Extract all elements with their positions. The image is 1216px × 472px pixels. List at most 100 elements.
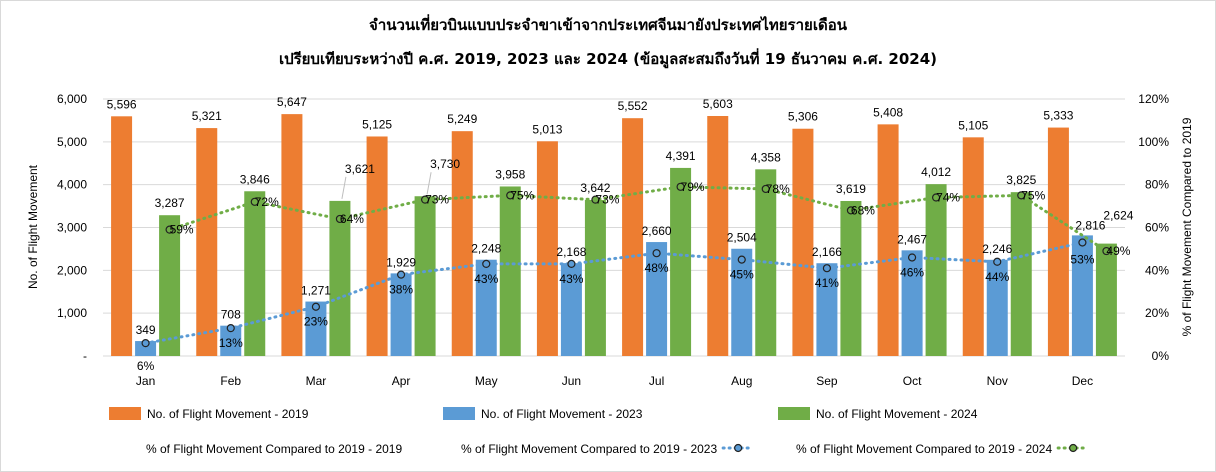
bars (111, 114, 1117, 357)
bar-jan-1 (111, 116, 133, 357)
legend-swatch (778, 407, 810, 420)
y-tick-label: 6,000 (57, 92, 87, 106)
bar-dec-3 (1095, 243, 1117, 356)
x-tick-label: Jun (562, 374, 581, 388)
percent-label: 73% (595, 193, 619, 207)
bar-value-label: 3,619 (836, 182, 866, 196)
percent-point (993, 257, 1002, 266)
y-axis-title: No. of Flight Movement (26, 164, 40, 289)
percent-label: 43% (559, 272, 583, 286)
x-axis-ticks: Jan Feb Mar Apr May Jun Jul Aug Sep Oct Nov Dec (136, 374, 1093, 388)
percent-point (506, 191, 515, 200)
bar-jan-2 (135, 341, 157, 356)
bar-jun-1 (536, 141, 558, 356)
bar-value-label: 2,168 (556, 245, 586, 259)
bar-mar-2 (305, 301, 327, 356)
percent-label: 78% (766, 182, 790, 196)
bar-value-label: 5,125 (362, 117, 392, 131)
bar-jul-3 (670, 167, 692, 356)
x-tick-label: Oct (903, 374, 922, 388)
percent-point (567, 259, 576, 269)
percent-point (482, 259, 491, 269)
percent-label: 75% (1021, 188, 1045, 202)
percent-point (311, 302, 321, 311)
legend-marker (734, 443, 743, 453)
x-tick-label: Jul (649, 374, 664, 388)
bar-sep-3 (840, 200, 862, 356)
leader-line (341, 176, 347, 199)
percent-label: 53% (1070, 252, 1094, 266)
legend-label: % of Flight Movement Compared to 2019 - … (796, 442, 1052, 456)
percent-label: 6% (137, 359, 155, 373)
bar-value-label: 3,825 (1006, 173, 1036, 187)
percent-point (591, 195, 600, 204)
bar-aug-1 (707, 116, 729, 356)
bar-value-label: 5,603 (703, 97, 733, 111)
percent-point (931, 193, 941, 202)
y-tick-label: 2,000 (57, 263, 87, 277)
bar-apr-2 (390, 273, 412, 356)
percent-label: 49% (1106, 244, 1130, 258)
percent-label: 68% (851, 203, 875, 217)
bar-value-label: 3,642 (580, 181, 610, 195)
percent-label: 75% (510, 188, 534, 202)
legend: No. of Flight Movement - 2019 No. of Flig… (109, 407, 1090, 456)
percent-label: 44% (985, 270, 1009, 284)
bar-mar-3 (329, 200, 351, 356)
bar-feb-1 (196, 128, 218, 356)
bar-value-label: 2,246 (982, 242, 1012, 256)
bar-oct-3 (925, 184, 947, 356)
bar-nov-1 (962, 137, 984, 356)
bar-value-label: 5,333 (1043, 109, 1073, 123)
bar-value-label: 708 (221, 308, 241, 322)
data-labels: 5,596 5,321 5,647 5,125 5,249 5,013 5,552 5,603… (107, 95, 1134, 373)
bar-value-label: 1,271 (301, 284, 331, 298)
bar-value-label: 4,391 (666, 149, 696, 163)
y2-tick-label: 0% (1152, 349, 1170, 363)
y-tick-label: 3,000 (57, 221, 87, 235)
percent-line-2024 (168, 185, 1108, 253)
x-tick-label: Feb (220, 374, 241, 388)
percent-point (761, 184, 770, 194)
bar-sep-2 (816, 263, 838, 356)
percent-lines (141, 182, 1111, 348)
percent-point (1078, 238, 1087, 247)
chart-title: จำนวนเที่ยวบินแบบประจำขาเข้าจากประเทศจีน… (369, 14, 848, 34)
percent-point (396, 270, 406, 279)
percent-label: 38% (389, 283, 413, 297)
bar-value-label: 2,660 (642, 224, 672, 238)
bar-value-label: 3,846 (240, 172, 270, 186)
bar-value-label: 2,504 (727, 231, 757, 245)
y-tick-label: 5,000 (57, 135, 87, 149)
bar-nov-3 (1010, 192, 1032, 356)
y-tick-label: 4,000 (57, 178, 87, 192)
bar-value-label: 349 (136, 323, 156, 337)
x-tick-label: Dec (1072, 374, 1093, 388)
percent-label: 45% (730, 268, 754, 282)
bar-may-1 (451, 131, 473, 356)
y-tick-label: 1,000 (57, 306, 87, 320)
bar-may-3 (499, 186, 521, 356)
bar-jan-3 (159, 215, 181, 356)
bar-nov-2 (986, 259, 1008, 356)
percent-point (250, 197, 259, 206)
percent-point (822, 264, 832, 273)
y2-tick-label: 40% (1145, 263, 1169, 277)
bar-jul-1 (622, 118, 644, 356)
bar-value-label: 5,596 (107, 97, 137, 111)
bar-dec-2 (1071, 235, 1093, 356)
legend-label: No. of Flight Movement - 2024 (816, 407, 978, 421)
bar-may-2 (475, 259, 497, 356)
x-tick-label: Aug (731, 374, 752, 388)
legend-marker (1069, 443, 1078, 453)
bar-value-label: 3,287 (155, 196, 185, 210)
percent-point (1102, 246, 1111, 256)
bar-value-label: 2,816 (1075, 218, 1105, 232)
percent-label: 74% (936, 191, 960, 205)
bar-value-label: 4,358 (751, 150, 781, 164)
percent-point (420, 195, 430, 204)
bar-oct-1 (877, 124, 899, 356)
percent-point (226, 324, 235, 333)
bar-value-label: 2,248 (471, 242, 501, 256)
